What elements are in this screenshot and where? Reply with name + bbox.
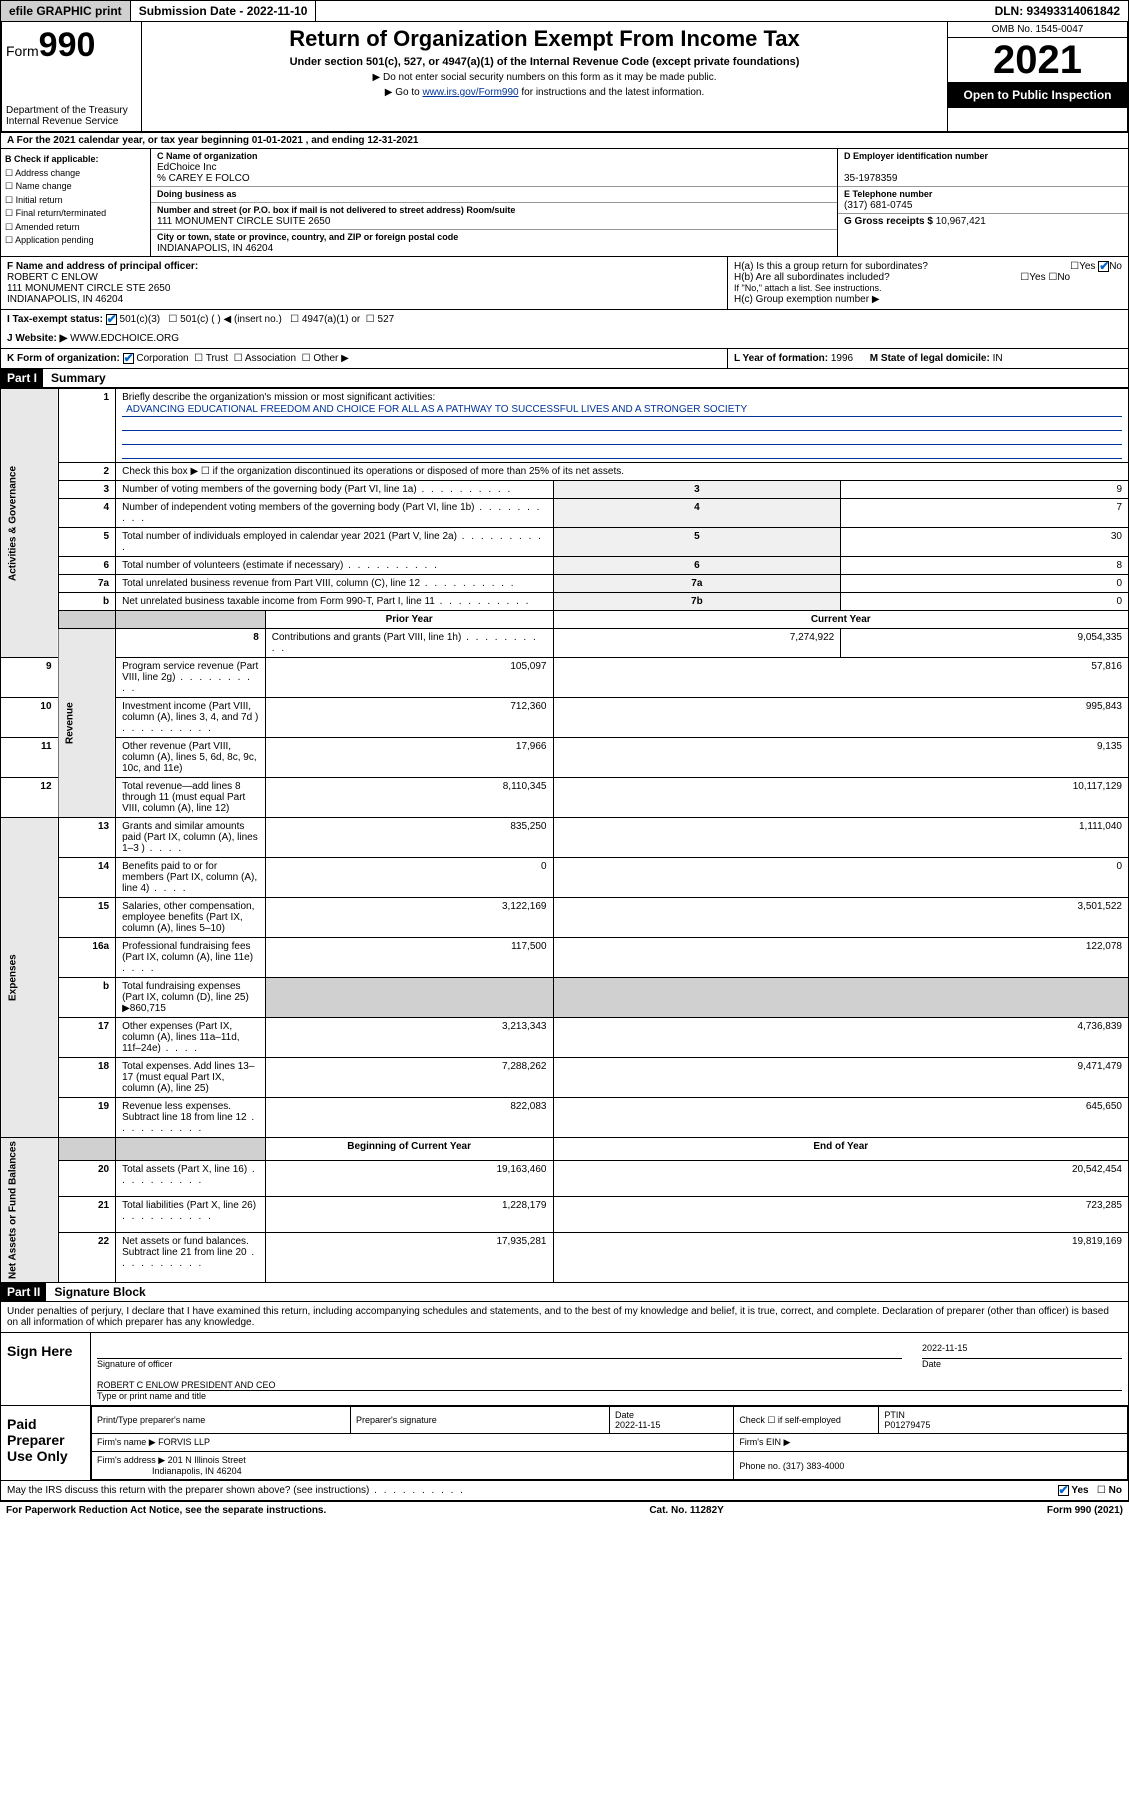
part-2-header: Part II Signature Block <box>0 1283 1129 1302</box>
state-domicile: IN <box>993 353 1003 364</box>
group-return-no[interactable] <box>1098 261 1109 272</box>
org-name: EdChoice Inc <box>157 162 216 173</box>
open-to-public: Open to Public Inspection <box>948 82 1127 108</box>
preparer-date: 2022-11-15 <box>615 1420 660 1430</box>
omb-number: OMB No. 1545-0047 <box>948 22 1127 38</box>
row-k-l-m: K Form of organization: Corporation ☐ Tr… <box>0 349 1129 369</box>
form-title: Return of Organization Exempt From Incom… <box>150 26 939 52</box>
year-formation: 1996 <box>831 353 853 364</box>
ein: 35-1978359 <box>844 173 897 184</box>
side-revenue: Revenue <box>58 629 116 818</box>
summary-table: Activities & Governance 1 Briefly descri… <box>0 388 1129 1283</box>
box-c: C Name of organization EdChoice Inc % CA… <box>151 149 838 256</box>
corp-check[interactable] <box>123 353 134 364</box>
irs-link[interactable]: www.irs.gov/Form990 <box>422 87 518 98</box>
city-state-zip: INDIANAPOLIS, IN 46204 <box>157 243 273 254</box>
form-subtitle: Under section 501(c), 527, or 4947(a)(1)… <box>150 56 939 68</box>
firm-address: 201 N Illinois Street <box>168 1455 246 1465</box>
top-bar: efile GRAPHIC print Submission Date - 20… <box>0 0 1129 22</box>
preparer-table: Print/Type preparer's name Preparer's si… <box>91 1406 1128 1480</box>
perjury-declaration: Under penalties of perjury, I declare th… <box>1 1302 1128 1332</box>
side-governance: Activities & Governance <box>1 389 59 658</box>
ssn-warning: ▶ Do not enter social security numbers o… <box>150 72 939 83</box>
website: WWW.EDCHOICE.ORG <box>70 333 179 344</box>
box-d-e-g: D Employer identification number 35-1978… <box>838 149 1128 256</box>
officer-name: ROBERT C ENLOW <box>7 272 98 283</box>
box-b: B Check if applicable: ☐ Address change … <box>1 149 151 256</box>
tax-year: 2021 <box>948 38 1127 82</box>
telephone: (317) 681-0745 <box>844 200 912 211</box>
gross-receipts: 10,967,421 <box>936 216 986 227</box>
page-footer: For Paperwork Reduction Act Notice, see … <box>0 1501 1129 1519</box>
officer-name-title: ROBERT C ENLOW PRESIDENT AND CEO <box>97 1375 1122 1391</box>
row-i: I Tax-exempt status: 501(c)(3) ☐ 501(c) … <box>0 310 1129 329</box>
501c3-check[interactable] <box>106 314 117 325</box>
instructions-link-row: ▶ Go to www.irs.gov/Form990 for instruct… <box>150 87 939 98</box>
officer-sign-date: 2022-11-15 <box>922 1337 1122 1359</box>
submission-date: Submission Date - 2022-11-10 <box>131 1 317 21</box>
street-address: 111 MONUMENT CIRCLE SUITE 2650 <box>157 216 330 227</box>
ptin: P01279475 <box>884 1420 930 1430</box>
efile-print-btn[interactable]: efile GRAPHIC print <box>1 1 131 21</box>
row-j: J Website: ▶ WWW.EDCHOICE.ORG <box>0 329 1129 349</box>
side-expenses: Expenses <box>1 818 59 1138</box>
part-1-header: Part I Summary <box>0 369 1129 388</box>
dept-treasury: Department of the Treasury <box>6 105 137 116</box>
firm-name: FORVIS LLP <box>158 1437 210 1447</box>
dln: DLN: 93493314061842 <box>987 1 1128 21</box>
entity-block: B Check if applicable: ☐ Address change … <box>0 149 1129 257</box>
care-of: % CAREY E FOLCO <box>157 173 250 184</box>
signature-block: Under penalties of perjury, I declare th… <box>0 1302 1129 1501</box>
row-f-h: F Name and address of principal officer:… <box>0 257 1129 310</box>
side-net-assets: Net Assets or Fund Balances <box>1 1138 59 1283</box>
paid-preparer-label: Paid Preparer Use Only <box>1 1406 91 1480</box>
row-a-tax-year: A For the 2021 calendar year, or tax yea… <box>0 133 1129 149</box>
irs-label: Internal Revenue Service <box>6 116 137 127</box>
form-number: 990 <box>39 26 96 64</box>
discuss-row: May the IRS discuss this return with the… <box>1 1480 1128 1500</box>
mission-text: ADVANCING EDUCATIONAL FREEDOM AND CHOICE… <box>122 403 1122 417</box>
firm-phone: (317) 383-4000 <box>783 1461 845 1471</box>
discuss-yes[interactable] <box>1058 1485 1069 1496</box>
form-label: Form990 <box>6 26 137 65</box>
form-header: Form990 Department of the Treasury Inter… <box>0 22 1129 133</box>
sign-here-label: Sign Here <box>1 1333 91 1405</box>
